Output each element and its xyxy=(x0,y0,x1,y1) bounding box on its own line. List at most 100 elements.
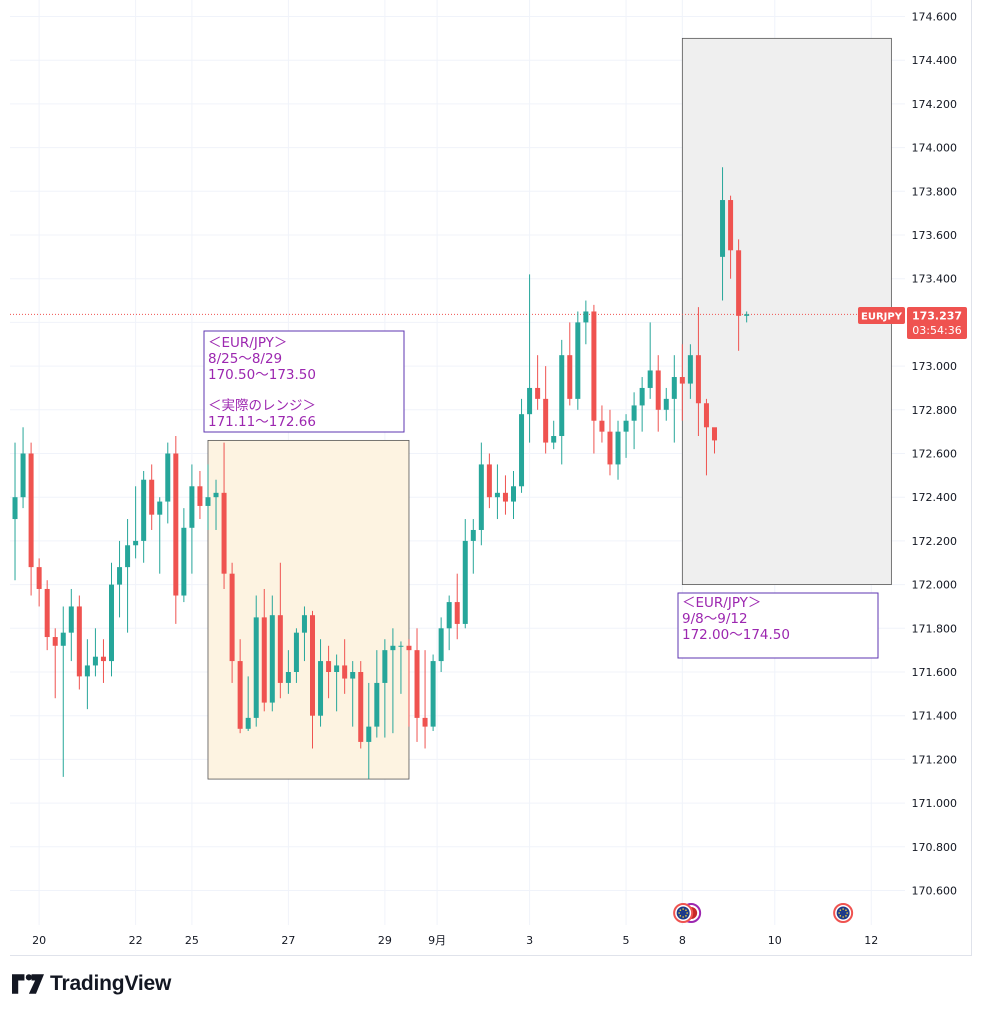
candle xyxy=(253,595,259,727)
price-tick-label: 172.000 xyxy=(912,579,958,592)
candle xyxy=(173,436,179,624)
candle xyxy=(671,355,677,443)
candle-body xyxy=(261,617,267,703)
price-tick-label: 174.200 xyxy=(912,98,958,111)
annotation-past-week[interactable]: ＜EUR/JPY＞ 8/25〜8/29 170.50〜173.50 ＜実際のレン… xyxy=(203,330,405,433)
candle-body xyxy=(334,665,340,672)
candle-body xyxy=(647,370,653,388)
current-price-label: 173.237 xyxy=(912,310,962,323)
candle xyxy=(687,344,693,399)
candle-body xyxy=(165,453,171,502)
candles xyxy=(12,167,750,780)
candle-body xyxy=(744,314,750,316)
candle-body xyxy=(109,584,114,662)
candle-body xyxy=(52,637,58,646)
candle-body xyxy=(253,617,259,718)
candle xyxy=(318,639,324,727)
candle-body xyxy=(486,464,492,498)
candle xyxy=(181,508,187,603)
candle-body xyxy=(454,602,460,624)
candle xyxy=(736,239,742,351)
price-tick-label: 170.600 xyxy=(912,885,958,898)
candle xyxy=(511,470,516,520)
candle xyxy=(28,442,34,596)
candle-body xyxy=(318,661,324,716)
candle xyxy=(663,387,669,421)
candle xyxy=(695,307,701,437)
candle xyxy=(229,562,235,683)
price-tick-label: 174.000 xyxy=(912,142,958,155)
candle xyxy=(326,645,332,699)
candle xyxy=(197,470,203,520)
candle xyxy=(382,639,388,738)
time-tick-label: 20 xyxy=(32,934,46,947)
candle xyxy=(559,339,565,465)
candle xyxy=(567,322,573,406)
candle-body xyxy=(310,615,315,716)
candle-body xyxy=(269,615,275,703)
candle xyxy=(615,420,621,480)
candle xyxy=(647,322,653,399)
forecast-range-box[interactable] xyxy=(681,37,892,585)
candle xyxy=(117,540,123,618)
economic-events[interactable] xyxy=(673,903,854,923)
candle-body xyxy=(133,540,139,546)
candle-body xyxy=(28,453,34,568)
time-axis[interactable]: 20 22 25 27 29 9月 3 5 8 10 12 xyxy=(32,934,878,947)
candle-body xyxy=(189,486,195,528)
candle-body xyxy=(671,377,677,399)
candle-body xyxy=(695,355,701,404)
candle-body xyxy=(478,464,484,530)
candle-body xyxy=(607,431,613,465)
candle xyxy=(221,442,227,589)
candle-body xyxy=(221,492,227,574)
candle-body xyxy=(12,497,18,520)
candle xyxy=(374,650,380,738)
time-tick-label: 29 xyxy=(378,934,392,947)
candle-body xyxy=(728,200,734,251)
candle-body xyxy=(92,656,98,666)
candle-body xyxy=(374,682,380,727)
price-tick-label: 174.400 xyxy=(912,54,958,67)
candlestick-chart[interactable]: ＜EUR/JPY＞ 8/25〜8/29 170.50〜173.50 ＜実際のレン… xyxy=(0,0,982,960)
candle xyxy=(712,427,717,454)
candle-body xyxy=(430,661,436,727)
candle-body xyxy=(591,311,597,421)
candle xyxy=(301,606,307,662)
candle xyxy=(237,639,243,734)
candle-body xyxy=(462,540,468,624)
tradingview-logo[interactable]: TradingView xyxy=(12,972,171,996)
candle-body xyxy=(76,606,82,677)
annotation-next-week[interactable]: ＜EUR/JPY＞ 9/8〜9/12 172.00〜174.50 xyxy=(677,592,879,659)
candle xyxy=(76,595,82,690)
eu-flag-icon[interactable] xyxy=(673,903,694,923)
candle-body xyxy=(285,672,291,683)
candle xyxy=(422,650,428,749)
symbol-price-label: EURJPY 173.237 03:54:36 xyxy=(858,307,967,339)
price-tick-label: 171.800 xyxy=(912,622,958,635)
candle xyxy=(149,464,155,530)
candle-body xyxy=(125,545,131,568)
candle xyxy=(486,453,492,509)
price-tick-label: 171.600 xyxy=(912,666,958,679)
price-axis[interactable]: 170.600 170.800 171.000 171.200 171.400 171.6… xyxy=(912,11,958,898)
candle-body xyxy=(398,645,404,647)
candle-body xyxy=(68,606,74,633)
annotation-next-title: ＜EUR/JPY＞ xyxy=(682,595,761,611)
candle-body xyxy=(237,661,243,729)
eu-flag-icon[interactable] xyxy=(833,903,854,923)
candle-body xyxy=(687,355,693,384)
candle xyxy=(470,519,476,574)
candle-body xyxy=(599,420,605,432)
candle xyxy=(728,195,734,279)
candle-body xyxy=(639,387,645,406)
candle-body xyxy=(527,387,533,415)
candle-body xyxy=(575,322,581,399)
candle-body xyxy=(720,200,726,257)
candle xyxy=(720,167,726,301)
candle xyxy=(543,366,549,454)
candle-body xyxy=(623,420,629,432)
annotation-past-dates: 8/25〜8/29 xyxy=(208,351,282,367)
candle xyxy=(109,562,114,677)
